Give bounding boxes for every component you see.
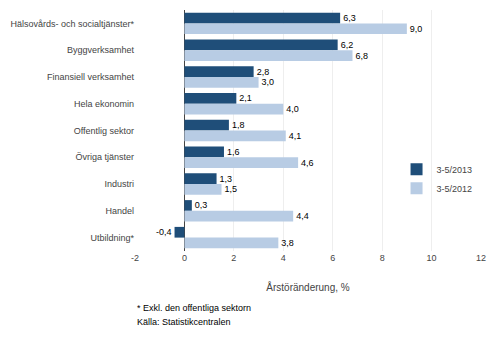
svg-text:Byggverksamhet: Byggverksamhet — [67, 45, 135, 55]
svg-text:12: 12 — [476, 253, 486, 263]
svg-text:4,4: 4,4 — [296, 211, 309, 221]
svg-text:Offentlig sektor: Offentlig sektor — [74, 126, 134, 136]
svg-text:4: 4 — [281, 253, 286, 263]
svg-text:6,3: 6,3 — [343, 13, 356, 23]
svg-text:Handel: Handel — [105, 206, 134, 216]
svg-text:Finansiell verksamhet: Finansiell verksamhet — [47, 72, 135, 82]
svg-text:4,6: 4,6 — [301, 158, 314, 168]
svg-text:3,8: 3,8 — [281, 238, 294, 248]
svg-text:6,8: 6,8 — [355, 51, 368, 61]
svg-text:-0,4: -0,4 — [156, 227, 172, 237]
svg-text:4,1: 4,1 — [289, 131, 302, 141]
svg-text:3,0: 3,0 — [262, 77, 275, 87]
svg-text:2,8: 2,8 — [257, 67, 270, 77]
svg-text:Hälsovårds- och socialtjänster: Hälsovårds- och socialtjänster* — [10, 19, 134, 29]
svg-text:1,6: 1,6 — [227, 147, 240, 157]
svg-text:4,0: 4,0 — [286, 104, 299, 114]
svg-text:* Exkl. den offentliga sektorn: * Exkl. den offentliga sektorn — [137, 303, 251, 313]
svg-text:Årstöränderung, %: Årstöränderung, % — [266, 281, 349, 293]
svg-text:1,5: 1,5 — [225, 184, 238, 194]
svg-text:-2: -2 — [131, 253, 139, 263]
svg-text:1,3: 1,3 — [220, 174, 233, 184]
svg-text:Övriga tjänster: Övriga tjänster — [75, 152, 134, 162]
svg-text:1,8: 1,8 — [232, 120, 245, 130]
svg-text:2: 2 — [231, 253, 236, 263]
svg-text:Källa: Statistikcentralen: Källa: Statistikcentralen — [137, 317, 231, 327]
svg-text:Industri: Industri — [104, 179, 134, 189]
svg-text:0: 0 — [182, 253, 187, 263]
svg-text:Hela ekonomin: Hela ekonomin — [74, 99, 134, 109]
svg-text:Utbildning*: Utbildning* — [90, 233, 134, 243]
svg-text:6: 6 — [330, 253, 335, 263]
svg-text:6,2: 6,2 — [341, 40, 354, 50]
svg-text:8: 8 — [380, 253, 385, 263]
svg-text:9,0: 9,0 — [410, 24, 423, 34]
svg-text:10: 10 — [427, 253, 437, 263]
svg-text:3-5/2012: 3-5/2012 — [437, 184, 473, 194]
svg-text:0,3: 0,3 — [195, 200, 208, 210]
svg-text:3-5/2013: 3-5/2013 — [437, 165, 473, 175]
svg-text:2,1: 2,1 — [239, 93, 252, 103]
